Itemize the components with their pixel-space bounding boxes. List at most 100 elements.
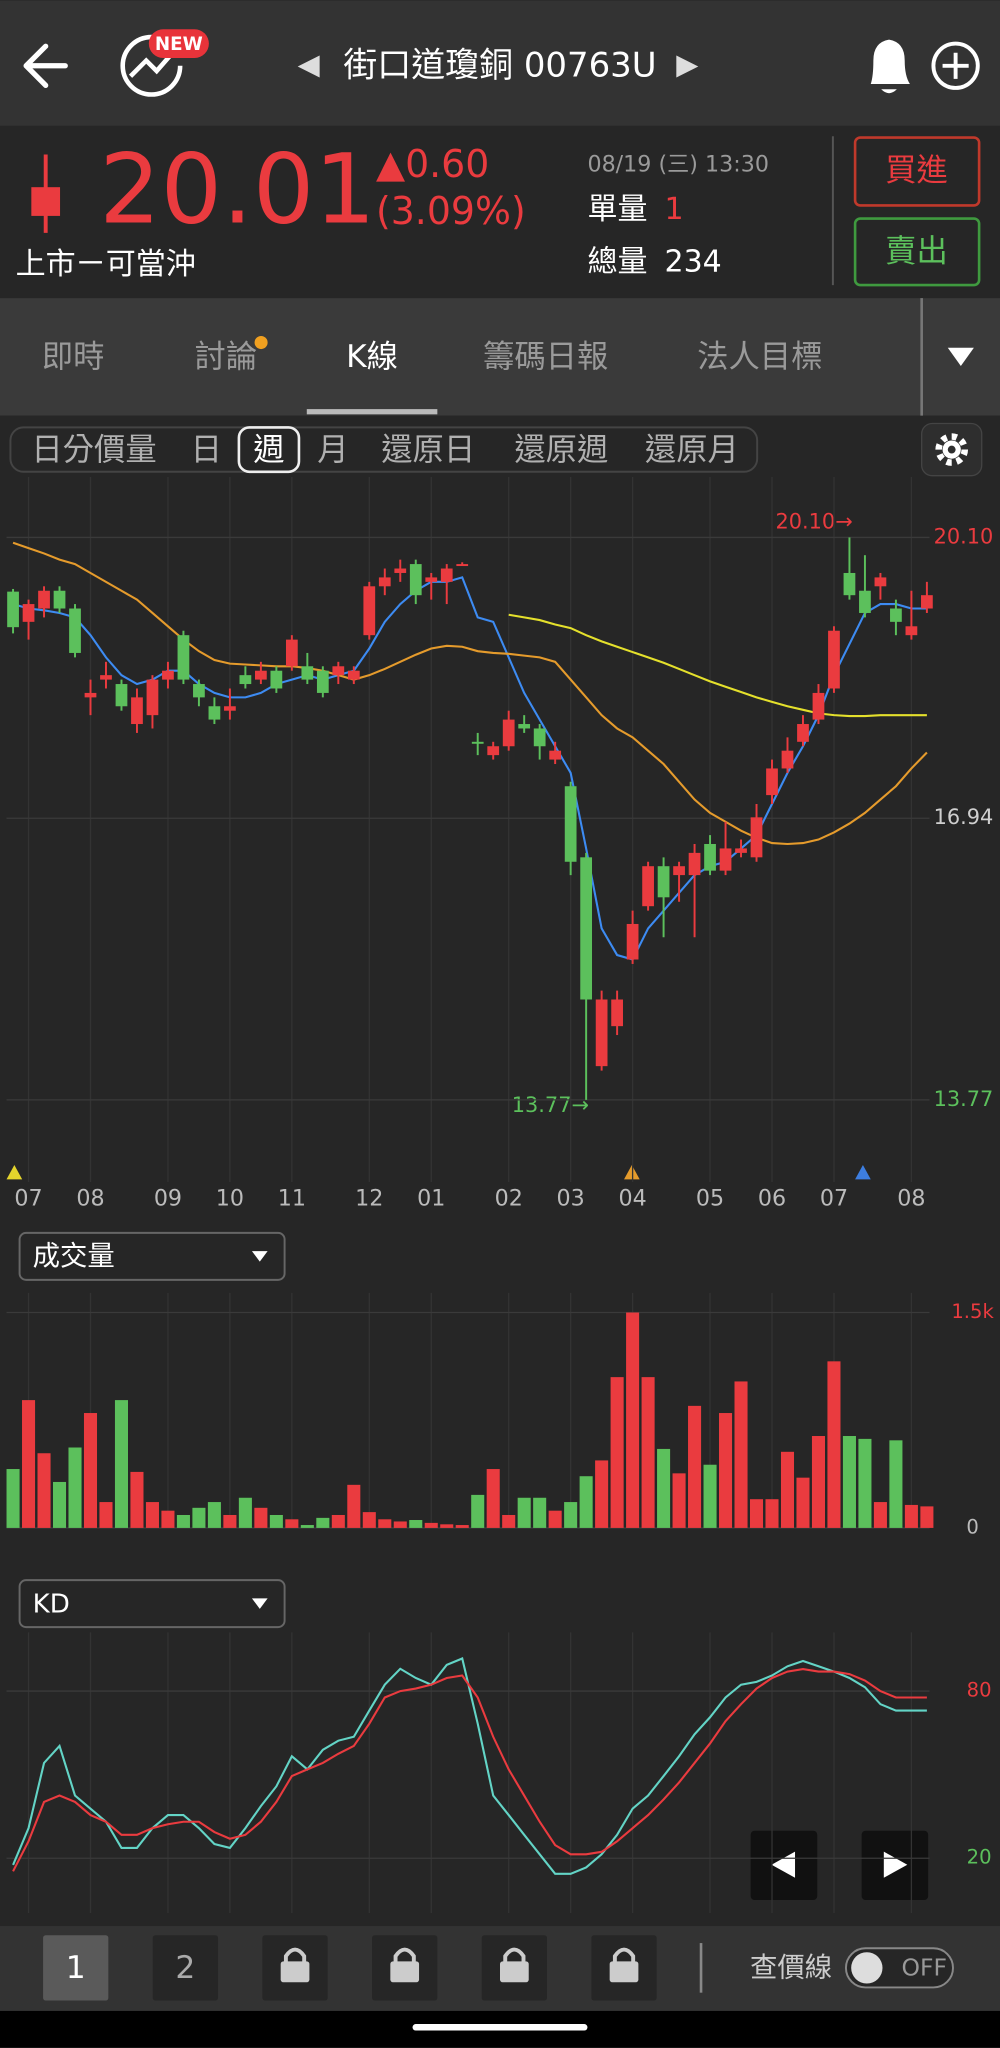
candle-body — [843, 572, 856, 596]
gear-hole — [947, 445, 956, 454]
candle-body — [890, 608, 902, 622]
tab-underline — [306, 409, 438, 415]
candle-body — [812, 692, 825, 720]
buy-label: 買進 — [885, 153, 948, 189]
candle-body — [409, 564, 422, 596]
x-tick-label: 12 — [355, 1185, 383, 1211]
unit-volume-label: 單量 — [587, 192, 647, 227]
volume-bar — [564, 1502, 578, 1528]
low-annotation: 13.77→ — [512, 1093, 589, 1117]
tab[interactable]: 法人目標 — [697, 339, 822, 375]
price: 20.01 — [99, 133, 376, 246]
trend-icon[interactable]: NEW — [120, 29, 209, 97]
candle-body — [533, 728, 546, 747]
tab[interactable]: 籌碼日報 — [483, 339, 608, 375]
period-option[interactable]: 日分價量 — [31, 432, 156, 468]
volume-bar — [548, 1510, 562, 1528]
volume-bar — [52, 1481, 67, 1528]
lock-shackle — [283, 1947, 307, 1963]
volume-bar — [316, 1517, 330, 1528]
toggle-state: OFF — [902, 1954, 948, 1982]
change-percent: (3.09%) — [376, 189, 526, 233]
x-tick-label: 02 — [495, 1185, 523, 1211]
candle-body — [518, 724, 531, 729]
candle-body — [208, 706, 221, 720]
tab-menu-button[interactable] — [947, 347, 974, 367]
period-option[interactable]: 日 — [191, 432, 222, 468]
x-tick-label: 04 — [618, 1185, 646, 1211]
prev-arrow[interactable]: ◀ — [298, 47, 320, 81]
volume-bar — [207, 1502, 221, 1528]
candle-body — [750, 817, 763, 858]
add-ring — [931, 41, 980, 90]
bell-button[interactable] — [870, 39, 910, 94]
x-tick-label: 07 — [14, 1185, 42, 1211]
volume-bar — [533, 1497, 547, 1528]
candle-body — [193, 684, 205, 698]
volume-bar — [238, 1497, 252, 1528]
volume-bar — [114, 1400, 129, 1528]
period-option[interactable]: 還原日 — [381, 432, 475, 468]
candle-body — [332, 666, 345, 676]
top-bar — [0, 0, 1000, 126]
candle-body — [131, 697, 143, 725]
lock-body — [280, 1961, 310, 1983]
period-option[interactable]: 還原月 — [645, 432, 739, 468]
period-option[interactable]: 還原週 — [514, 432, 608, 468]
home-indicator — [412, 2024, 588, 2031]
page-button[interactable] — [152, 1935, 219, 2001]
candle-body — [502, 719, 515, 747]
x-tick-label: 08 — [76, 1185, 104, 1211]
volume-bar — [269, 1514, 283, 1528]
candle-body — [239, 675, 252, 685]
tab[interactable]: K線 — [346, 339, 398, 375]
high-annotation: 20.10→ — [775, 510, 852, 534]
volume-bar — [486, 1469, 500, 1528]
kd-line — [12, 1657, 927, 1875]
volume-bar — [920, 1506, 934, 1528]
volume-bar — [595, 1460, 609, 1528]
candle-body — [564, 786, 577, 862]
volume-bar — [811, 1436, 825, 1528]
volume-bar — [440, 1524, 454, 1528]
period-option[interactable]: 週 — [253, 432, 284, 468]
volume-selector[interactable] — [18, 1231, 286, 1281]
volume-bar — [145, 1502, 159, 1528]
x-tick-label: 06 — [758, 1185, 786, 1211]
volume-bar — [641, 1377, 655, 1528]
volume-bar — [424, 1522, 438, 1528]
back-button[interactable] — [23, 43, 68, 88]
locked-buttons — [262, 1935, 657, 2001]
unit-volume: 1 — [664, 192, 683, 227]
add-button[interactable] — [931, 41, 980, 90]
volume-bar — [610, 1377, 624, 1528]
volume-bar — [780, 1451, 795, 1528]
volume-bar — [192, 1507, 206, 1528]
next-arrow[interactable]: ▶ — [676, 47, 698, 81]
candle-body — [270, 670, 283, 689]
tab[interactable]: 即時 — [42, 339, 105, 375]
volume-bar — [83, 1413, 98, 1528]
volume-bar — [22, 1400, 36, 1528]
sell-button[interactable] — [853, 217, 981, 287]
candle-body — [471, 741, 484, 744]
candle-body — [363, 586, 376, 636]
volume-bar — [827, 1361, 841, 1528]
candle-body — [301, 666, 314, 680]
market-label: 上市ㄧ可當沖 — [16, 247, 196, 282]
kd-selector[interactable] — [18, 1579, 286, 1629]
period-option[interactable]: 月 — [317, 432, 348, 468]
page-button[interactable] — [43, 1935, 109, 2001]
lock-shackle — [503, 1947, 526, 1963]
tab[interactable]: 討論 — [195, 339, 258, 375]
buy-button[interactable] — [853, 136, 981, 207]
volume-bar — [254, 1507, 268, 1528]
x-tick-label: 07 — [820, 1185, 848, 1211]
quote-time: 08/19 (三) 13:30 — [587, 151, 769, 177]
y-tick-label: 20 — [967, 1846, 992, 1869]
y-tick-label: 20.10 — [934, 524, 994, 548]
x-tick-label: 03 — [557, 1185, 585, 1211]
volume-bar — [161, 1510, 175, 1528]
volume-bar — [904, 1504, 918, 1528]
